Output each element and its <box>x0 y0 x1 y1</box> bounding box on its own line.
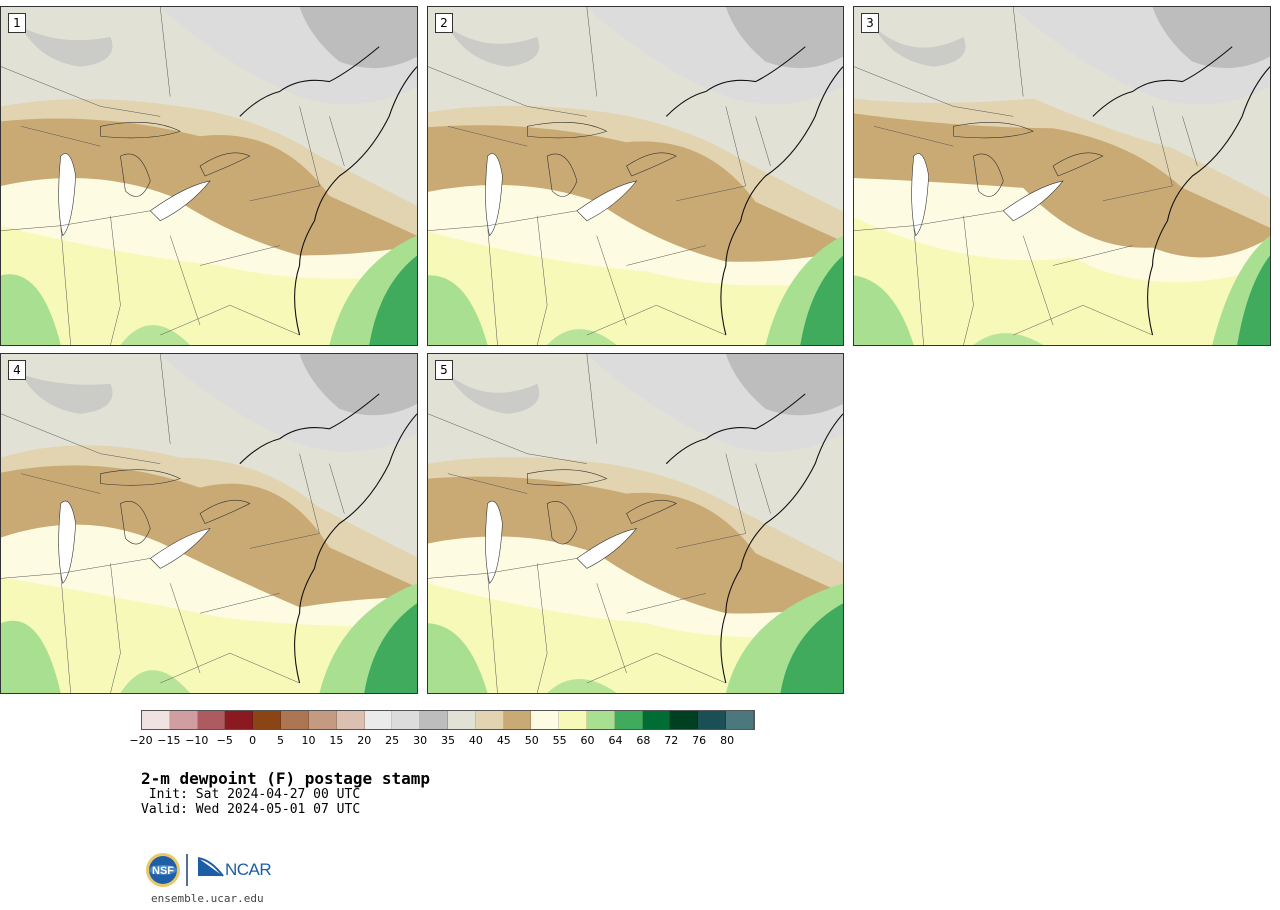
colorbar-tick-label: 0 <box>249 734 257 747</box>
map-panel-1: 1 <box>0 6 418 346</box>
footer-url: ensemble.ucar.edu <box>151 892 264 905</box>
colorbar-segment <box>614 711 643 729</box>
colorbar-tick-label: −5 <box>216 734 233 747</box>
colorbar-tick-label: −15 <box>157 734 181 747</box>
colorbar-segment <box>392 711 421 729</box>
colorbar-segment <box>670 711 699 729</box>
dewpoint-map <box>1 7 417 345</box>
ncar-logo-text: NCAR <box>225 860 272 879</box>
valid-time: Valid: Wed 2024-05-01 07 UTC <box>141 802 361 817</box>
colorbar-segment <box>308 711 337 729</box>
colorbar-segment <box>503 711 532 729</box>
panel-label: 5 <box>435 360 453 380</box>
colorbar-tick-label: 45 <box>496 734 511 747</box>
colorbar-tick-label: 20 <box>357 734 372 747</box>
colorbar-tick-label: 50 <box>524 734 539 747</box>
map-panel-4: 4 <box>0 353 418 694</box>
dewpoint-map <box>428 354 843 693</box>
dewpoint-map <box>1 354 417 693</box>
colorbar-segment <box>364 711 393 729</box>
colorbar-tick-label: 68 <box>636 734 651 747</box>
colorbar-segment <box>336 711 365 729</box>
colorbar-segment <box>642 711 671 729</box>
colorbar-segment <box>698 711 727 729</box>
colorbar-tick-label: 30 <box>413 734 428 747</box>
colorbar-tick-label: −20 <box>129 734 153 747</box>
colorbar-tick-label: 76 <box>692 734 707 747</box>
colorbar-tick-label: 60 <box>580 734 595 747</box>
dewpoint-map <box>854 7 1270 345</box>
colorbar-tick-label: 55 <box>552 734 567 747</box>
panel-label: 1 <box>8 13 26 33</box>
colorbar-segment <box>197 711 226 729</box>
figure-title: 2-m dewpoint (F) postage stamp <box>141 769 430 788</box>
dewpoint-map <box>428 7 843 345</box>
colorbar-segment <box>420 711 448 729</box>
colorbar-tick-label: 5 <box>277 734 285 747</box>
map-panel-5: 5 <box>427 353 844 694</box>
init-time: Init: Sat 2024-04-27 00 UTC <box>141 787 361 802</box>
nsf-logo-icon: NSF <box>146 853 224 887</box>
colorbar-segment <box>142 711 170 729</box>
colorbar-segment <box>559 711 587 729</box>
colorbar-ticks: −20 −15 −10 −5 0 5 10 15 20 25 30 35 40 45 50 55 60 64 68 7… <box>129 734 755 748</box>
colorbar-tick-label: 35 <box>441 734 455 747</box>
colorbar-tick-label: 80 <box>720 734 735 747</box>
colorbar-segment <box>587 711 615 729</box>
colorbar-tick-label: 64 <box>608 734 623 747</box>
colorbar-segment <box>447 711 476 729</box>
colorbar-tick-label: −10 <box>185 734 209 747</box>
panel-label: 2 <box>435 13 453 33</box>
colorbar-tick-label: 25 <box>385 734 400 747</box>
colorbar-segment <box>475 711 504 729</box>
panel-label: 3 <box>861 13 879 33</box>
nsf-logo-text: NSF <box>152 865 174 877</box>
colorbar-segment <box>253 711 282 729</box>
colorbar-segment <box>531 711 560 729</box>
colorbar-segment <box>726 711 754 729</box>
colorbar-segment <box>169 711 198 729</box>
colorbar-tick-label: 10 <box>301 734 316 747</box>
logo-row: NSF <box>145 852 285 890</box>
colorbar-segment <box>281 711 309 729</box>
map-panel-2: 2 <box>427 6 844 346</box>
colorbar-tick-label: 15 <box>329 734 344 747</box>
colorbar <box>141 710 755 730</box>
map-panel-3: 3 <box>853 6 1271 346</box>
colorbar-tick-label: 72 <box>664 734 679 747</box>
colorbar-tick-label: 40 <box>468 734 483 747</box>
colorbar-segment <box>225 711 254 729</box>
panel-label: 4 <box>8 360 26 380</box>
